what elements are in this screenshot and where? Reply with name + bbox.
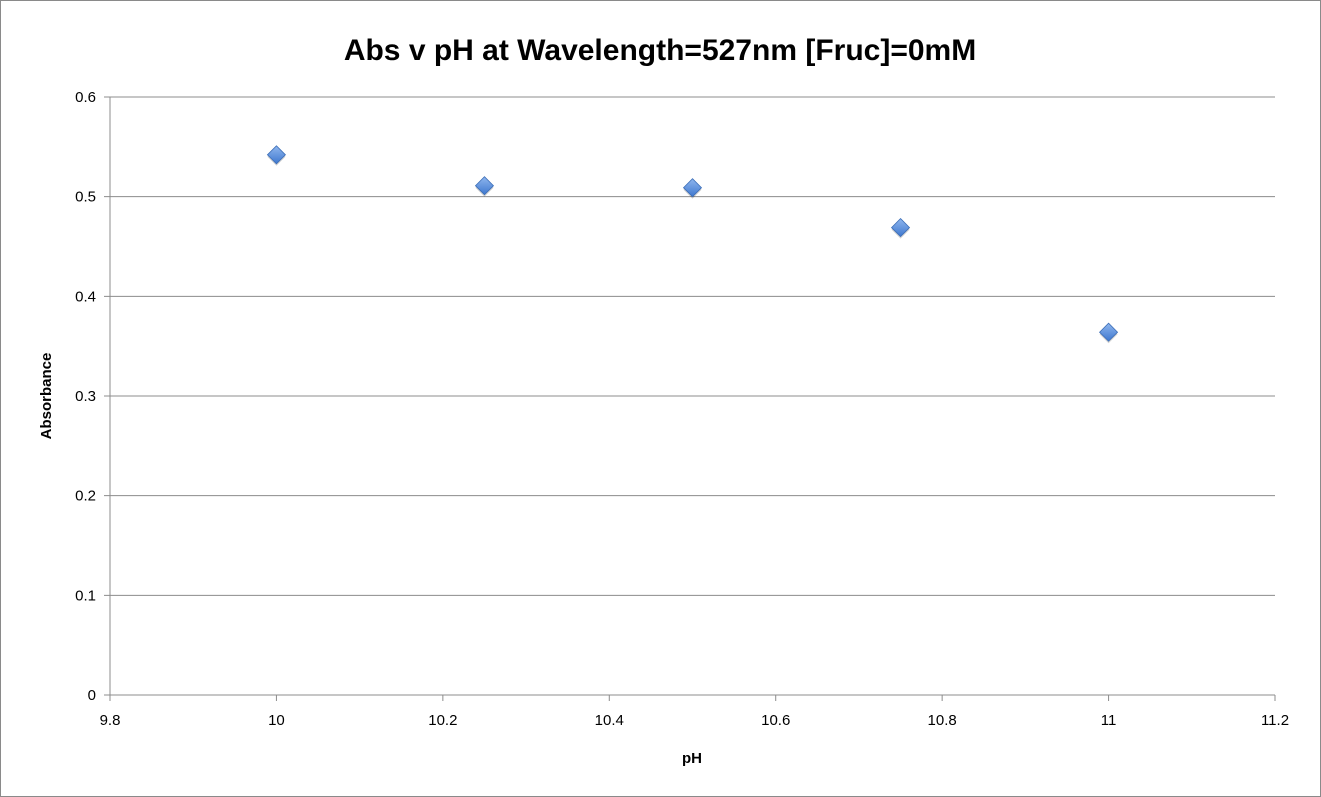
y-tick-label: 0.2 xyxy=(75,488,96,505)
data-point xyxy=(890,217,911,238)
x-tick-label: 10.2 xyxy=(428,712,457,729)
x-tick-label: 11.2 xyxy=(1261,712,1289,729)
x-tick-label: 10.8 xyxy=(928,712,957,729)
data-point xyxy=(682,178,703,198)
x-tick-label: 10 xyxy=(268,712,285,729)
x-tick-label: 10.4 xyxy=(595,712,624,729)
x-tick-label: 10.6 xyxy=(761,712,790,729)
data-point xyxy=(266,145,286,165)
y-tick-label: 0.1 xyxy=(75,587,96,604)
data-point xyxy=(1099,322,1119,342)
y-tick-label: 0 xyxy=(88,687,96,704)
y-tick-label: 0.3 xyxy=(75,388,96,405)
x-axis-label: pH xyxy=(682,750,702,767)
y-tick-label: 0.5 xyxy=(75,189,96,206)
x-tick-label: 11 xyxy=(1101,712,1117,729)
chart-title: Abs v pH at Wavelength=527nm [Fruc]=0mM xyxy=(344,34,976,67)
x-tick-label: 9.8 xyxy=(100,712,121,729)
y-tick-label: 0.4 xyxy=(75,288,96,305)
data-point xyxy=(474,176,495,196)
y-axis-label: Absorbance xyxy=(38,353,55,440)
y-tick-label: 0.6 xyxy=(75,89,96,106)
